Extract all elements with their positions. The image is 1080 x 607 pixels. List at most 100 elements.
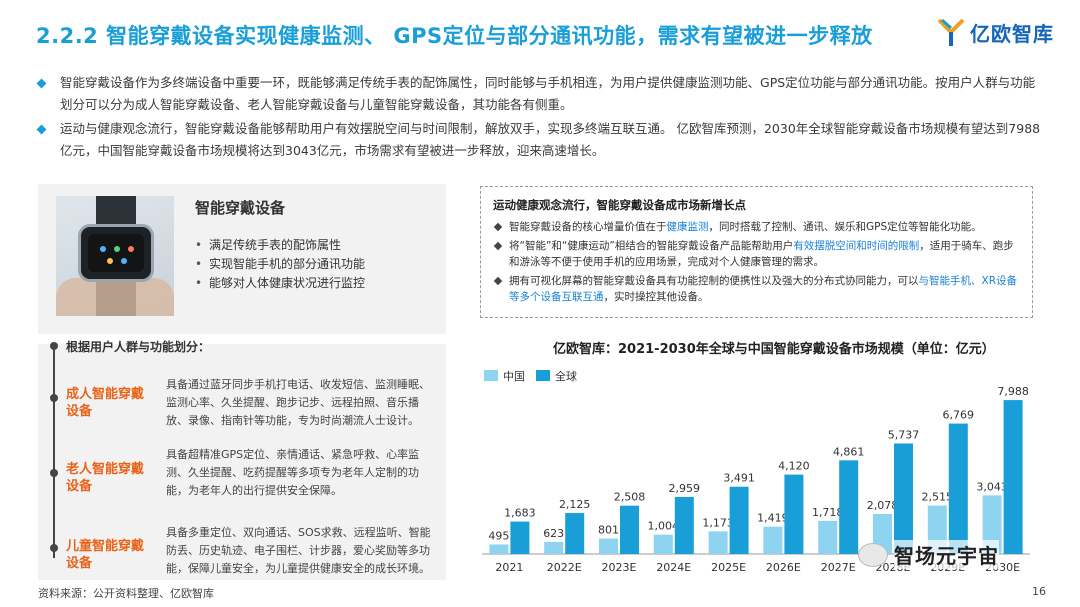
x-tick-label: 2021 [495, 561, 523, 574]
bar-china [982, 495, 1002, 554]
app-dot [100, 246, 106, 252]
segment-desc-children: 具备多重定位、双向通话、SOS求救、远程监听、智能防丢、历史轨迹、电子围栏、计步… [166, 526, 431, 575]
segment-title-elderly: 老人智能穿戴设备 [66, 462, 145, 494]
data-label: 4,120 [778, 460, 810, 473]
logo-icon [937, 18, 965, 46]
x-tick-label: 2024E [656, 561, 691, 574]
data-label: 5,737 [888, 428, 920, 441]
app-dot [114, 246, 120, 252]
data-label: 801 [598, 524, 619, 537]
trend-text: ，实时操控其他设备。 [603, 291, 709, 303]
x-tick-label: 2027E [821, 561, 856, 574]
bar-global [894, 443, 913, 554]
bar-china [708, 531, 728, 554]
watermark: 智场元宇宙 [858, 540, 999, 569]
logo-text: 亿欧智库 [970, 21, 1054, 46]
watch-icon [78, 224, 154, 282]
bar-global [510, 521, 530, 554]
device-panel: 智能穿戴设备 满足传统手表的配饰属性 实现智能手机的部分通讯功能 能够对人体健康… [38, 184, 446, 580]
data-label: 1,683 [504, 507, 536, 520]
watermark-text: 智场元宇宙 [894, 540, 999, 569]
app-dot [121, 258, 127, 264]
watch-strap [96, 196, 136, 226]
trend-highlight: 健康监测 [666, 221, 709, 233]
data-label: 2,078 [867, 499, 899, 512]
divider [38, 334, 446, 344]
trend-item: 智能穿戴设备的核心增量价值在于健康监测，同时搭载了控制、通讯、娱乐和GPS定位等… [493, 219, 1020, 235]
chart-title: 亿欧智库：2021-2030年全球与中国智能穿戴设备市场规模（单位：亿元） [553, 342, 995, 357]
bar-global [948, 423, 968, 554]
timeline-dot [50, 394, 58, 402]
source-note: 资料来源：公开资料整理、亿欧智库 [38, 587, 214, 600]
bullet-text: 智能穿戴设备作为多终端设备中重要一环，既能够满足传统手表的配饰属性，同时能够与手… [60, 75, 1036, 112]
legend-label: 中国 [503, 370, 525, 383]
diamond-icon [36, 78, 47, 89]
bar-china [544, 541, 564, 554]
feature-item: 能够对人体健康状况进行监控 [195, 274, 365, 293]
segment-desc-adult: 具备通过蓝牙同步手机打电话、收发短信、监测睡眠、监测心率、久坐提醒、跑步记步、远… [166, 378, 430, 427]
trend-box: 运动健康观念流行，智能穿戴设备成市场新增长点 智能穿戴设备的核心增量价值在于健康… [480, 186, 1033, 318]
bar-global [620, 505, 639, 554]
device-heading: 智能穿戴设备 [195, 199, 286, 217]
data-label: 623 [543, 527, 564, 540]
feature-item: 满足传统手表的配饰属性 [195, 236, 365, 255]
data-label: 2,515 [922, 491, 954, 504]
bullet-text: 运动与健康观念流行，智能穿戴设备能够帮助用户有效摆脱空间与时间限制，解放双手，实… [60, 121, 1041, 158]
feature-item: 实现智能手机的部分通讯功能 [195, 255, 365, 274]
data-label: 2,508 [614, 491, 646, 504]
data-label: 2,959 [669, 482, 701, 495]
feature-list: 满足传统手表的配饰属性 实现智能手机的部分通讯功能 能够对人体健康状况进行监控 [195, 236, 365, 293]
app-dot [128, 246, 134, 252]
legend-label: 全球 [555, 369, 577, 383]
x-tick-label: 2025E [711, 561, 746, 574]
bar-china [818, 520, 838, 554]
bar-global [674, 496, 694, 554]
wechat-icon [858, 542, 888, 567]
bar-global [565, 513, 585, 554]
trend-highlight: 有效摆脱空间和时间的限制 [793, 240, 920, 252]
trend-heading: 运动健康观念流行，智能穿戴设备成市场新增长点 [493, 198, 746, 212]
bar-china [599, 538, 618, 554]
bar-china [489, 544, 509, 554]
intro-bullet: 运动与健康观念流行，智能穿戴设备能够帮助用户有效摆脱空间与时间限制，解放双手，实… [36, 118, 1046, 162]
data-label: 6,769 [943, 409, 975, 422]
timeline-dot [50, 342, 58, 350]
smartwatch-image [56, 196, 174, 316]
data-label: 7,988 [997, 385, 1029, 398]
x-tick-label: 2022E [547, 561, 582, 574]
segment-title-children: 儿童智能穿戴设备 [66, 539, 145, 571]
diamond-icon [493, 222, 503, 232]
segment-title-adult: 成人智能穿戴设备 [66, 387, 145, 419]
trend-text: 拥有可视化屏幕的智能穿戴设备具有功能控制的便携性以及强大的分布式协同能力，可以 [509, 275, 919, 287]
trend-item: 将“智能”和“健康运动”相结合的智能穿戴设备产品能帮助用户有效摆脱空间和时间的限… [493, 238, 1020, 270]
logo: 亿欧智库 [936, 16, 1054, 48]
x-tick-label: 2023E [602, 561, 637, 574]
timeline-dot [50, 469, 58, 477]
trend-text: 智能穿戴设备的核心增量价值在于 [509, 221, 667, 233]
data-label: 1,004 [648, 520, 680, 533]
page-number: 16 [1032, 585, 1046, 598]
intro-bullets: 智能穿戴设备作为多终端设备中重要一环，既能够满足传统手表的配饰属性，同时能够与手… [36, 72, 1046, 164]
wrist [56, 278, 174, 316]
trend-item: 拥有可视化屏幕的智能穿戴设备具有功能控制的便携性以及强大的分布式协同能力，可以与… [493, 273, 1020, 305]
x-tick-label: 2026E [766, 561, 801, 574]
legend-swatch [484, 370, 498, 381]
page-title: 2.2.2 智能穿戴设备实现健康监测、 GPS定位与部分通讯功能，需求有望被进一… [36, 24, 873, 48]
watch-screen [88, 234, 144, 272]
bar-global [1003, 400, 1023, 554]
bar-global [729, 486, 749, 554]
legend-swatch [536, 370, 550, 381]
bar-china [763, 526, 783, 554]
data-label: 1,173 [702, 516, 734, 529]
trend-text: ，适用于骑车、跑步和游泳等不便于使用手机的应用场景，完成对个人健康管理的需求。 [509, 240, 1014, 268]
group-heading: 根据用户人群与功能划分： [66, 340, 211, 354]
bar-global [784, 474, 804, 554]
segment-desc-elderly: 具备超精准GPS定位、亲情通话、紧急呼救、心率监测、久坐提醒、吃药提醒等多项专为… [166, 448, 420, 497]
data-label: 3,491 [723, 472, 755, 485]
diamond-icon [493, 276, 503, 286]
bar-global [839, 460, 859, 554]
data-label: 4,861 [833, 445, 865, 458]
diamond-icon [36, 124, 47, 135]
app-dot [107, 258, 113, 264]
data-label: 2,125 [559, 498, 591, 511]
